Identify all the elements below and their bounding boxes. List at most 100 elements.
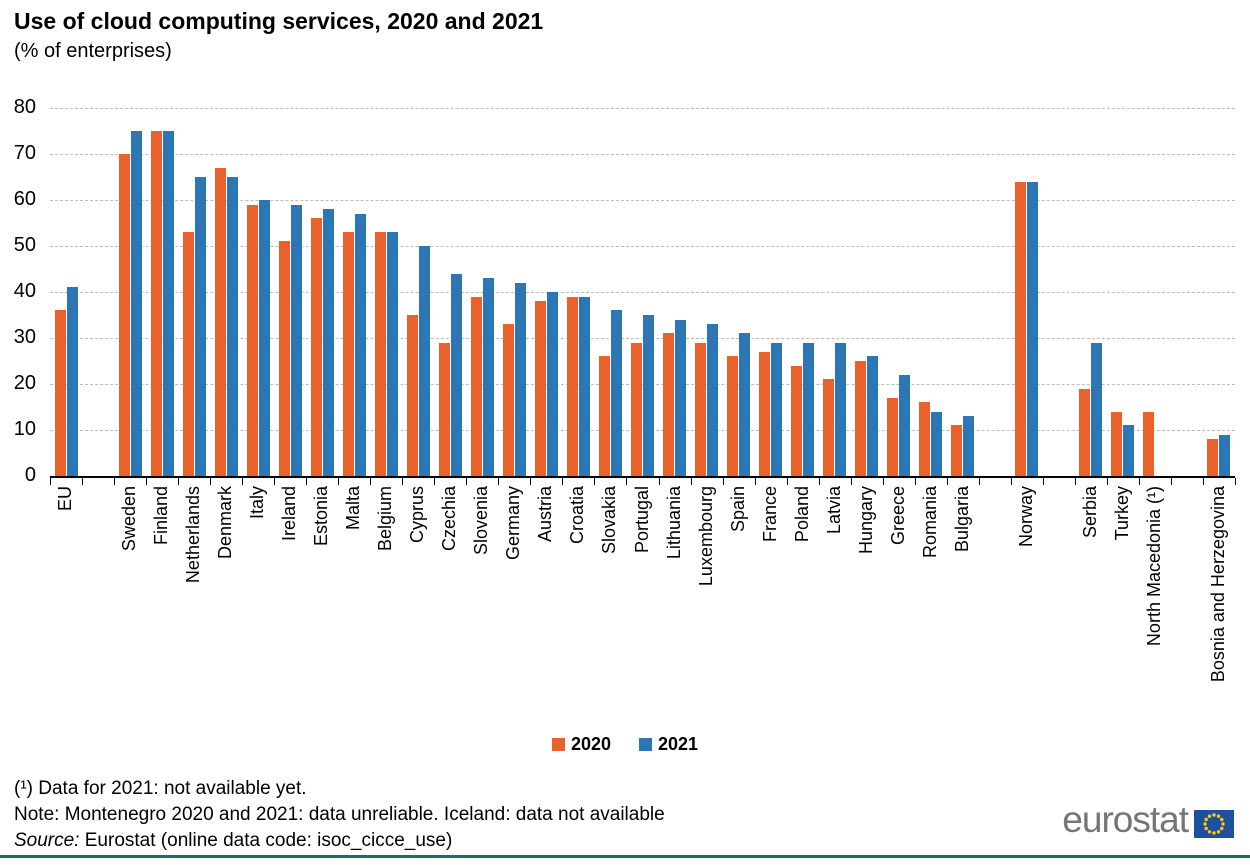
y-tick-label-0: 0 xyxy=(24,464,36,486)
x-label-north-macedonia: North Macedonia (¹) xyxy=(1143,486,1164,647)
bar-2020-turkey xyxy=(1111,411,1123,476)
x-label-sweden: Sweden xyxy=(119,486,140,552)
eu-flag-icon xyxy=(1194,810,1234,838)
x-axis-tick-33 xyxy=(1106,478,1108,485)
bar-2020-bulgaria xyxy=(951,425,963,476)
x-label-portugal: Portugal xyxy=(631,486,652,554)
x-axis-tick-34 xyxy=(1138,478,1140,485)
x-axis-tick-29 xyxy=(978,478,980,485)
bar-2020-lithuania xyxy=(663,333,675,476)
bar-2021-luxembourg xyxy=(707,324,719,476)
x-label-hungary: Hungary xyxy=(855,486,876,555)
bar-2021-lithuania xyxy=(675,319,687,476)
eurostat-logo-text: eurostat xyxy=(1062,799,1189,840)
eurostat-logo: eurostat xyxy=(1062,799,1234,840)
bar-2021-bosnia-and-herzegovina xyxy=(1219,434,1231,476)
x-label-austria: Austria xyxy=(535,486,556,543)
x-axis-tick-22 xyxy=(754,478,756,485)
x-axis-tick-9 xyxy=(338,478,340,485)
gridline-30 xyxy=(50,338,1235,339)
x-label-belgium: Belgium xyxy=(375,486,396,552)
bar-2020-hungary xyxy=(855,361,867,476)
bar-2021-belgium xyxy=(386,232,398,476)
legend-item-2020: 2020 xyxy=(551,734,611,755)
chart-subtitle: (% of enterprises) xyxy=(14,40,172,62)
gridline-20 xyxy=(50,384,1235,385)
y-tick-label-30: 30 xyxy=(13,326,36,348)
x-axis-tick-17 xyxy=(594,478,596,485)
bar-2021-slovakia xyxy=(610,310,622,476)
bar-2020-germany xyxy=(502,324,514,476)
bar-2021-malta xyxy=(354,213,366,476)
bar-2020-portugal xyxy=(631,342,642,476)
bar-2020-cyprus xyxy=(406,315,418,476)
bar-2020-czechia xyxy=(438,342,450,476)
legend-swatch-2020-icon xyxy=(551,738,565,751)
x-label-denmark: Denmark xyxy=(215,486,236,560)
x-label-netherlands: Netherlands xyxy=(183,486,204,584)
x-label-germany: Germany xyxy=(503,486,524,561)
bar-2020-italy xyxy=(246,204,258,476)
y-tick-label-40: 40 xyxy=(13,280,36,302)
x-axis-tick-21 xyxy=(722,478,724,485)
chart-title: Use of cloud computing services, 2020 an… xyxy=(14,8,544,34)
y-tick-label-20: 20 xyxy=(13,372,36,394)
source-label: Source: xyxy=(14,830,80,851)
gridline-50 xyxy=(50,246,1235,247)
y-tick-label-70: 70 xyxy=(13,142,36,164)
x-axis-tick-7 xyxy=(274,478,276,485)
x-label-serbia: Serbia xyxy=(1079,486,1100,539)
x-axis-tick-32 xyxy=(1074,478,1076,485)
gridline-40 xyxy=(50,292,1235,293)
bar-2021-italy xyxy=(258,200,270,476)
chart-footnotes: (¹) Data for 2021: not available yet. No… xyxy=(14,776,665,854)
bar-2020-denmark xyxy=(214,167,226,476)
x-label-norway: Norway xyxy=(1015,486,1036,548)
legend-swatch-2021-icon xyxy=(639,738,652,751)
x-axis-tick-15 xyxy=(530,478,532,485)
x-label-slovakia: Slovakia xyxy=(599,486,620,555)
x-axis-tick-26 xyxy=(882,478,884,485)
bar-2021-eu xyxy=(66,287,78,476)
bar-2021-sweden xyxy=(130,131,142,476)
gridline-80 xyxy=(50,108,1235,109)
x-label-france: France xyxy=(759,486,780,543)
gridline-70 xyxy=(50,154,1235,155)
legend-label-2021: 2021 xyxy=(658,734,699,754)
x-axis-tick-0 xyxy=(50,478,51,485)
x-label-italy: Italy xyxy=(247,486,268,520)
bar-2021-serbia xyxy=(1091,342,1103,476)
footnote-source: Source: Eurostat (online data code: isoc… xyxy=(14,828,665,854)
x-label-ireland: Ireland xyxy=(279,486,300,542)
x-label-bosnia-and-herzegovina: Bosnia and Herzegovina xyxy=(1207,486,1228,683)
bar-2020-spain xyxy=(727,356,739,476)
x-label-cyprus: Cyprus xyxy=(407,486,428,544)
legend-item-2021: 2021 xyxy=(639,734,698,755)
bar-2021-slovenia xyxy=(482,278,494,476)
bar-2020-slovenia xyxy=(470,296,482,476)
bar-2020-slovakia xyxy=(598,356,610,476)
x-axis-tick-20 xyxy=(690,478,692,485)
bar-2021-ireland xyxy=(290,204,302,476)
x-axis-tick-35 xyxy=(1170,478,1172,485)
x-label-latvia: Latvia xyxy=(823,486,844,535)
x-axis-tick-5 xyxy=(210,478,212,485)
x-axis-tick-2 xyxy=(114,478,116,485)
bar-2020-norway xyxy=(1015,181,1027,476)
x-axis-tick-37 xyxy=(1235,478,1236,485)
x-axis-tick-6 xyxy=(242,478,244,485)
bar-2021-romania xyxy=(931,411,943,476)
bar-2021-france xyxy=(771,342,783,476)
x-axis-line xyxy=(50,476,1235,478)
bar-2021-czechia xyxy=(450,273,462,476)
x-label-greece: Greece xyxy=(887,486,908,546)
x-axis-tick-31 xyxy=(1042,478,1044,485)
bar-2020-belgium xyxy=(374,232,386,476)
x-label-eu: EU xyxy=(55,486,75,512)
x-label-slovenia: Slovenia xyxy=(471,486,492,556)
gridline-10 xyxy=(50,430,1235,431)
bar-2021-germany xyxy=(514,282,526,476)
x-label-czechia: Czechia xyxy=(439,486,460,552)
x-label-lithuania: Lithuania xyxy=(663,486,684,560)
